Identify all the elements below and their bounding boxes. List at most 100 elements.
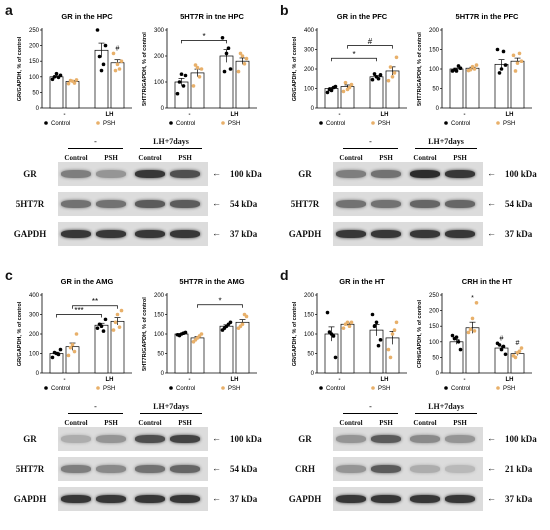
blot-group-label: LH+7days xyxy=(428,137,464,146)
x-tick-label: - xyxy=(464,377,466,383)
data-point xyxy=(503,352,508,357)
data-point xyxy=(392,328,397,332)
y-tick-label: 0 xyxy=(436,371,440,377)
significance-bracket xyxy=(181,40,227,44)
data-point xyxy=(56,75,61,80)
y-tick-label: 250 xyxy=(29,28,40,34)
data-point xyxy=(193,63,198,67)
data-point xyxy=(454,69,459,73)
y-tick-label: 200 xyxy=(304,293,315,299)
data-point xyxy=(472,67,477,71)
blot-band xyxy=(96,170,126,178)
blot-band xyxy=(96,200,126,208)
blot-protein-label: GR xyxy=(23,434,37,444)
blot-lane-label: PSH xyxy=(379,419,393,427)
data-point xyxy=(177,80,182,84)
y-axis-label: GR/GAPDH, % of control xyxy=(292,301,298,366)
blot-protein-label: GAPDH xyxy=(288,229,322,239)
y-axis-label: GR/GAPDH, % of control xyxy=(292,36,298,101)
data-point xyxy=(224,51,229,56)
blot-band xyxy=(410,230,440,238)
data-point xyxy=(388,355,393,360)
data-point xyxy=(72,349,77,354)
blot-protein-label: 5HT7R xyxy=(15,464,45,474)
y-tick-label: 250 xyxy=(429,293,440,299)
panel-letter: c xyxy=(5,267,13,283)
x-tick-label: LH xyxy=(106,112,114,118)
blot-kda-label: 21 kDa xyxy=(505,464,533,474)
y-tick-label: 150 xyxy=(304,313,315,319)
y-tick-label: 0 xyxy=(436,106,440,112)
blot-band xyxy=(445,435,475,443)
data-point xyxy=(454,335,459,339)
data-point xyxy=(228,67,233,71)
data-point xyxy=(386,347,391,352)
blot-band xyxy=(135,170,165,178)
bar xyxy=(94,49,109,109)
bar xyxy=(465,327,480,374)
legend-label-control: Control xyxy=(51,121,70,127)
data-point xyxy=(341,326,346,330)
legend-marker-psh xyxy=(496,121,500,125)
legend-marker-psh xyxy=(371,121,375,125)
chart-title: GR in the AMG xyxy=(61,277,114,286)
y-tick-label: 150 xyxy=(429,48,440,54)
legend-label-control: Control xyxy=(451,121,470,127)
blot-group-line xyxy=(140,148,202,149)
data-point xyxy=(66,353,71,358)
blot-band xyxy=(96,465,126,473)
bar xyxy=(94,324,109,374)
data-point xyxy=(370,312,375,317)
blot-band xyxy=(336,200,366,208)
data-point xyxy=(113,68,118,73)
data-point xyxy=(50,355,55,360)
blot-band xyxy=(410,170,440,178)
blot-group-line xyxy=(343,413,398,414)
y-tick-label: 0 xyxy=(36,106,40,112)
y-tick-label: 100 xyxy=(429,67,440,73)
bar xyxy=(510,60,525,109)
significance-bracket xyxy=(347,45,393,49)
blot-group-line xyxy=(343,148,398,149)
y-tick-label: 400 xyxy=(29,293,40,299)
data-point xyxy=(242,312,247,317)
data-point xyxy=(224,324,229,328)
blot-band xyxy=(96,495,126,503)
data-point xyxy=(181,84,186,88)
blot-strip xyxy=(333,427,483,451)
data-point xyxy=(519,346,524,350)
blot-group-label: - xyxy=(369,402,372,411)
blot-band xyxy=(371,495,401,503)
data-point xyxy=(236,69,241,74)
bar-chart: 5HT7R in the AMG 5HT7R/GAPDH, % of contro… xyxy=(142,277,257,392)
bar xyxy=(190,72,205,109)
blot-band xyxy=(61,230,91,238)
blot-band xyxy=(371,435,401,443)
y-tick-label: 150 xyxy=(154,313,165,319)
significance-mark: * xyxy=(471,295,474,302)
bar xyxy=(369,76,384,109)
blot-kda-label: 37 kDa xyxy=(505,494,533,504)
significance-mark: * xyxy=(202,32,205,41)
data-point xyxy=(111,51,116,56)
bar xyxy=(449,341,464,374)
arrow-icon: ← xyxy=(212,168,221,178)
y-tick-label: 100 xyxy=(429,340,440,346)
significance-mark: # xyxy=(516,340,520,347)
arrow-icon: ← xyxy=(212,493,221,503)
data-point xyxy=(66,81,71,86)
blot-group-line xyxy=(140,413,202,414)
data-point xyxy=(511,53,516,58)
data-point xyxy=(370,77,375,82)
y-tick-label: 0 xyxy=(161,371,165,377)
legend-marker-control xyxy=(169,386,173,390)
data-point xyxy=(388,65,393,69)
bar-chart: GR in the HPC GR/GAPDH, % of control 0 50 10… xyxy=(17,12,132,127)
y-tick-label: 100 xyxy=(29,75,40,81)
data-point xyxy=(175,91,180,96)
blot-band xyxy=(410,200,440,208)
bar xyxy=(494,347,509,374)
bar-chart: GR in the AMG GR/GAPDH, % of control 0 100 2… xyxy=(17,277,132,392)
data-point xyxy=(456,340,461,344)
blot-protein-label: GR xyxy=(23,169,37,179)
